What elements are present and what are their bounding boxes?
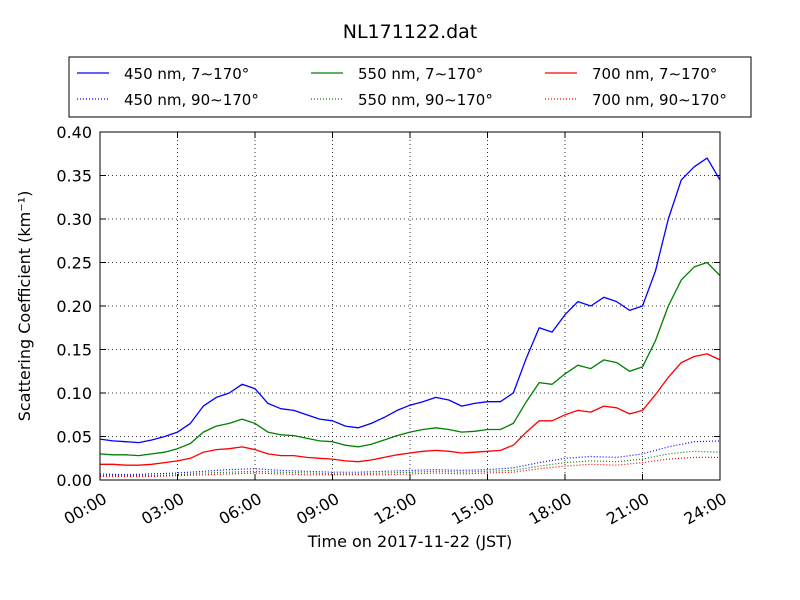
chart-title: NL171122.dat: [343, 21, 478, 43]
series-layer: [99, 157, 721, 478]
y-tick-label: 0.30: [56, 210, 92, 229]
y-tick-label: 0.25: [56, 254, 92, 273]
y-tick-label: 0.05: [56, 428, 92, 447]
y-tick-label: 0.20: [56, 297, 92, 316]
legend-label: 450 nm, 90∼170°: [124, 91, 259, 109]
x-tick-label: 12:00: [371, 489, 420, 529]
legend-label: 700 nm, 90∼170°: [592, 91, 727, 109]
legend-label: 550 nm, 7∼170°: [358, 65, 483, 83]
x-tick-label: 09:00: [293, 489, 342, 529]
legend-label: 700 nm, 7∼170°: [592, 65, 717, 83]
legend-label: 550 nm, 90∼170°: [358, 91, 493, 109]
x-tick-label: 18:00: [526, 489, 575, 529]
legend-label: 450 nm, 7∼170°: [124, 65, 249, 83]
legend: 450 nm, 7∼170° 550 nm, 7∼170° 700 nm, 7∼17…: [68, 56, 752, 118]
grid-lines: [100, 132, 720, 480]
legend-frame: [68, 56, 752, 118]
y-tick-label: 0.35: [56, 167, 92, 186]
x-tick-label: 06:00: [216, 489, 265, 529]
x-tick-label: 24:00: [681, 489, 730, 529]
y-tick-label: 0.10: [56, 384, 92, 403]
series-line-1: [99, 261, 721, 457]
y-tick-labels: 0.00 0.05 0.10 0.15 0.20 0.25 0.30 0.35 0.40: [56, 123, 92, 490]
y-tick-label: 0.40: [56, 123, 92, 142]
x-tick-labels: 00:00 03:00 06:00 09:00 12:00 15:00 18:00 21:00…: [61, 489, 730, 529]
x-tick-label: 00:00: [61, 489, 110, 529]
series-line-0: [99, 157, 721, 444]
y-tick-label: 0.15: [56, 341, 92, 360]
x-tick-label: 21:00: [603, 489, 652, 529]
x-tick-label: 03:00: [138, 489, 187, 529]
y-axis-label: Scattering Coefficient (km⁻¹): [15, 191, 34, 422]
series-line-2: [100, 353, 721, 466]
axis-ticks: [99, 131, 721, 481]
x-tick-label: 15:00: [448, 489, 497, 529]
y-tick-label: 0.00: [56, 471, 92, 490]
x-axis-label: Time on 2017-11-22 (JST): [307, 532, 512, 551]
